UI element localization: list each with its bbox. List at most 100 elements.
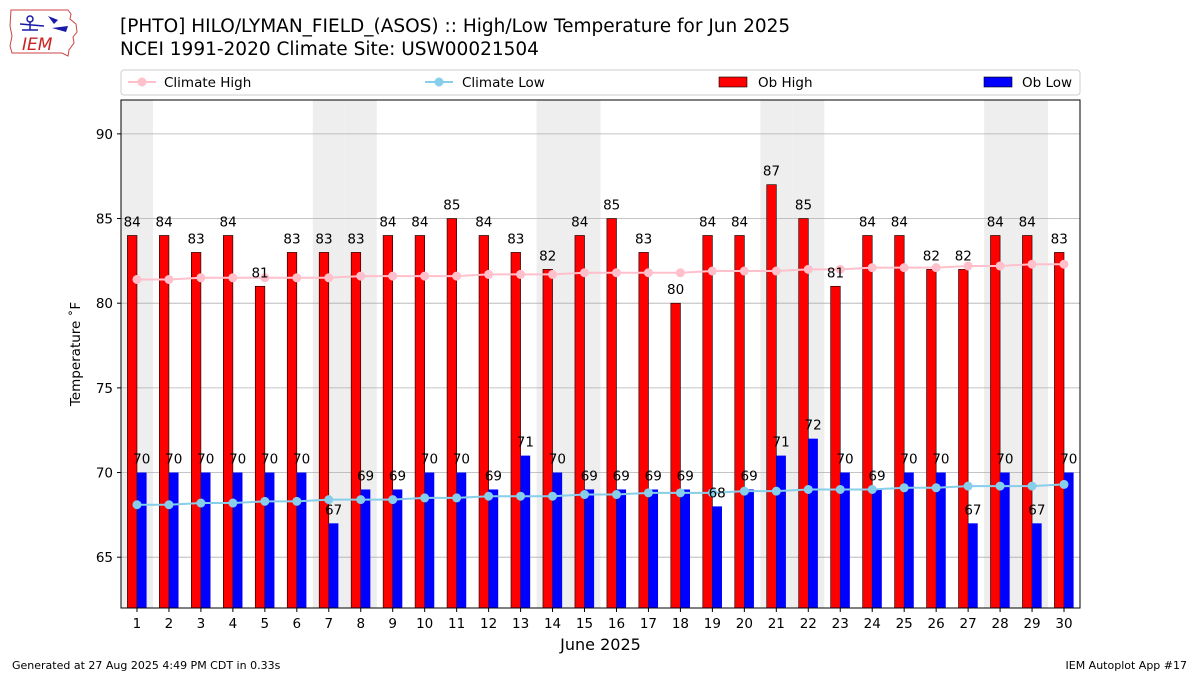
ob-high-label: 84 bbox=[379, 214, 396, 230]
x-tick-label: 26 bbox=[928, 616, 945, 632]
legend-ob-high-label: Ob High bbox=[758, 75, 813, 91]
ob-low-bar bbox=[744, 489, 754, 608]
ob-high-bar bbox=[286, 252, 298, 609]
climate-low-point bbox=[420, 493, 430, 503]
ob-high-bar bbox=[382, 235, 394, 609]
ob-high-bar bbox=[478, 235, 489, 609]
climate-high-point bbox=[611, 268, 621, 278]
x-tick-label: 13 bbox=[512, 616, 529, 632]
logo-text: IEM bbox=[22, 35, 53, 55]
ob-low-label: 69 bbox=[613, 468, 630, 484]
gridlines bbox=[121, 133, 1080, 558]
y-tick-label: 75 bbox=[96, 381, 113, 397]
ob-low-label: 70 bbox=[133, 452, 150, 468]
climate-low-point bbox=[1059, 479, 1069, 489]
ob-high-bar bbox=[766, 184, 777, 609]
legend: Climate High Climate Low Ob High Ob Low bbox=[120, 69, 1081, 96]
climate-low-point bbox=[931, 483, 941, 493]
y-tick-label: 65 bbox=[96, 550, 113, 566]
climate-low-point bbox=[388, 495, 398, 505]
ob-high-label: 82 bbox=[923, 248, 940, 264]
ob-low-label: 69 bbox=[581, 468, 598, 484]
ob-low-bar bbox=[424, 472, 435, 608]
climate-high-point bbox=[931, 263, 941, 273]
ob-low-label: 70 bbox=[996, 452, 1013, 468]
ob-low-bar bbox=[520, 455, 531, 608]
ob-low-bar bbox=[712, 506, 722, 608]
ob-high-label: 83 bbox=[507, 231, 524, 247]
ob-low-bar bbox=[552, 472, 563, 608]
ob-low-label: 70 bbox=[453, 452, 470, 468]
climate-low-line bbox=[136, 483, 1065, 506]
x-tick-label: 19 bbox=[704, 616, 721, 632]
ob-low-bar bbox=[1000, 472, 1010, 608]
climate-lines bbox=[132, 259, 1069, 510]
x-tick-label: 25 bbox=[896, 616, 913, 632]
ob-high-bar bbox=[638, 252, 649, 609]
x-tick-label: 15 bbox=[576, 616, 593, 632]
climate-low-point bbox=[1027, 481, 1037, 491]
ob-low-label: 67 bbox=[325, 502, 342, 518]
climate-low-point bbox=[356, 495, 366, 505]
ob-low-label: 67 bbox=[1028, 502, 1045, 518]
data-labels: 84 70 84 70 83 70 84 70 81 70 83 70 83 67 83 69 84 69 84 70… bbox=[124, 164, 1078, 519]
climate-high-point bbox=[899, 263, 909, 273]
climate-low-point bbox=[516, 491, 526, 501]
climate-high-line bbox=[136, 263, 1065, 281]
ob-high-bar bbox=[1054, 252, 1065, 609]
y-tick-label: 85 bbox=[96, 212, 113, 228]
x-tick-label: 1 bbox=[133, 616, 142, 632]
x-tick-label: 30 bbox=[1055, 616, 1072, 632]
ob-low-bar bbox=[584, 489, 595, 608]
ob-high-bar bbox=[510, 252, 521, 609]
ob-low-bar bbox=[264, 472, 275, 608]
ob-low-label: 69 bbox=[357, 468, 374, 484]
ob-high-label: 81 bbox=[251, 265, 268, 281]
climate-low-point bbox=[963, 481, 973, 491]
x-tick-label: 4 bbox=[229, 616, 238, 632]
ob-high-label: 81 bbox=[827, 265, 844, 281]
climate-low-point bbox=[611, 490, 621, 500]
ob-low-label: 68 bbox=[709, 485, 726, 501]
ob-high-bar bbox=[670, 302, 681, 609]
ob-low-label: 70 bbox=[900, 452, 917, 468]
climate-low-point bbox=[292, 496, 302, 506]
ob-high-label: 84 bbox=[156, 214, 173, 230]
x-tick-label: 16 bbox=[608, 616, 625, 632]
ob-high-bar bbox=[542, 269, 553, 609]
climate-high-point bbox=[675, 268, 685, 278]
climate-low-point bbox=[803, 484, 813, 494]
chart-title: [PHTO] HILO/LYMAN_FIELD_(ASOS) :: High/L… bbox=[120, 16, 791, 37]
climate-high-point bbox=[484, 269, 494, 279]
ob-low-label: 69 bbox=[645, 468, 662, 484]
legend-climate-low-marker bbox=[434, 77, 444, 87]
ob-high-label: 85 bbox=[795, 198, 812, 214]
climate-high-point bbox=[324, 273, 334, 283]
climate-high-point bbox=[803, 264, 813, 274]
ob-high-label: 84 bbox=[571, 214, 588, 230]
ob-high-bar bbox=[798, 218, 809, 609]
climate-high-point bbox=[1059, 259, 1069, 269]
ob-low-label: 72 bbox=[804, 418, 821, 434]
ob-low-bar bbox=[616, 489, 627, 608]
ob-low-label: 70 bbox=[932, 452, 949, 468]
climate-high-point bbox=[771, 266, 781, 276]
climate-high-point bbox=[580, 268, 590, 278]
x-tick-label: 18 bbox=[672, 616, 689, 632]
x-tick-label: 2 bbox=[165, 616, 174, 632]
ob-high-bar bbox=[574, 235, 585, 609]
ob-low-bar bbox=[904, 472, 914, 608]
climate-high-point bbox=[739, 266, 749, 276]
climate-low-point bbox=[452, 493, 462, 503]
ob-low-label: 70 bbox=[421, 452, 438, 468]
ob-low-bar bbox=[456, 472, 467, 608]
ob-high-label: 82 bbox=[539, 248, 556, 264]
legend-climate-high-marker bbox=[137, 77, 147, 87]
climate-low-point bbox=[132, 500, 142, 510]
legend-box bbox=[120, 69, 1081, 96]
ob-low-bar bbox=[872, 489, 882, 608]
legend-ob-high-swatch bbox=[718, 76, 748, 88]
ob-low-label: 70 bbox=[549, 452, 566, 468]
ob-high-label: 84 bbox=[219, 214, 236, 230]
